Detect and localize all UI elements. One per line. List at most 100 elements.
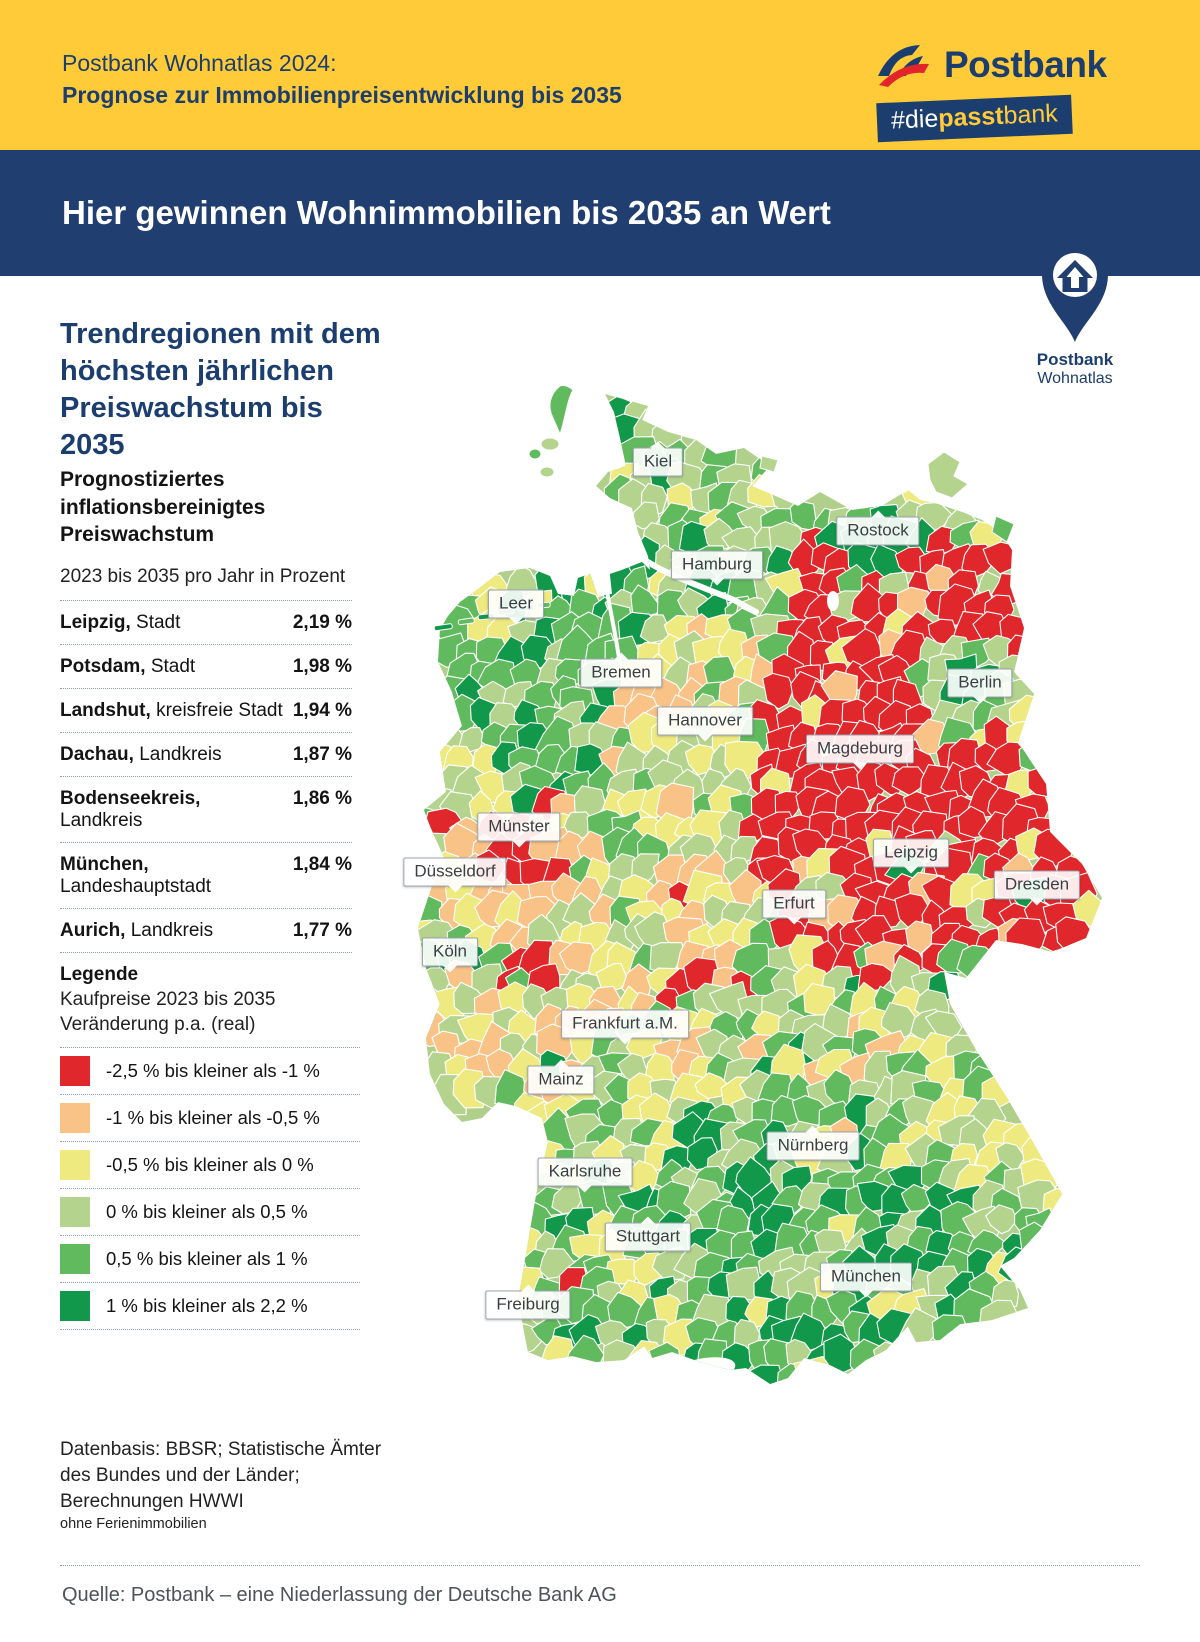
ranking-row: München, Landeshauptstadt 1,84 %: [60, 842, 352, 908]
postbank-logo: Postbank: [876, 42, 1107, 88]
map-city-label-m-nchen: München: [820, 1262, 912, 1298]
district-cell: [742, 1364, 785, 1384]
map-city-label-leer: Leer: [487, 589, 545, 625]
legend-swatch-darkgreen: [60, 1291, 90, 1322]
hashtag-banner: #diepasstbank: [876, 94, 1073, 143]
legend-subtitle-1: Kaufpreise 2023 bis 2035: [60, 989, 276, 1010]
map-city-label-freiburg: Freiburg: [485, 1284, 571, 1320]
label-pointer: [904, 866, 918, 874]
label-pointer: [859, 1290, 873, 1298]
germany-choropleth-map: Kiel Rostock Hamburg Leer Bremen Berlin Hannov…: [400, 380, 1140, 1480]
map-city-label-karlsruhe: Karlsruhe: [537, 1157, 633, 1193]
map-city-label-mainz: Mainz: [527, 1059, 595, 1095]
legend-swatch-midgreen: [60, 1244, 90, 1275]
label-pointer: [511, 840, 526, 848]
source-line: Quelle: Postbank – eine Niederlassung de…: [62, 1584, 617, 1606]
map-city-label-m-nster: Münster: [477, 812, 561, 848]
map-city-label-magdeburg: Magdeburg: [805, 734, 915, 770]
district-cell: [708, 980, 749, 1020]
legend-row: 0 % bis kleiner als 0,5 %: [60, 1188, 360, 1235]
header-band: Postbank Wohnatlas 2024: Prognose zur Im…: [0, 0, 1200, 150]
footer-divider: [60, 1565, 1140, 1566]
district-cell: [891, 766, 929, 797]
label-pointer: [618, 1037, 632, 1045]
wohnatlas-pin-icon: [1042, 241, 1108, 342]
header-title: Prognose zur Immobilienpreisentwicklung …: [62, 82, 622, 108]
map-city-label-hannover: Hannover: [657, 706, 753, 742]
legend-row: -1 % bis kleiner als -0,5 %: [60, 1094, 360, 1141]
label-pointer: [509, 617, 523, 625]
map-city-label-n-rnberg: Nürnberg: [766, 1125, 860, 1161]
label-pointer: [973, 696, 987, 704]
label-pointer: [650, 441, 665, 449]
map-city-label-d-sseldorf: Düsseldorf: [403, 857, 507, 893]
district-cell: [694, 1072, 730, 1100]
legend-rows: -2,5 % bis kleiner als -1 % -1 % bis kle…: [60, 1047, 360, 1331]
map-city-label-k-ln: Köln: [421, 937, 479, 973]
district-cell: [905, 920, 935, 958]
label-pointer: [852, 762, 867, 770]
wohnatlas-badge-label: Postbank Wohnatlas: [1036, 350, 1114, 387]
map-city-label-erfurt: Erfurt: [762, 889, 826, 925]
legend-row: -2,5 % bis kleiner als -1 %: [60, 1047, 360, 1094]
map-city-label-rostock: Rostock: [836, 510, 920, 546]
legend-swatch-lightgreen: [60, 1197, 90, 1228]
district-cell: [872, 1341, 902, 1376]
data-basis-note: Datenbasis: BBSR; Statistische Ämter des…: [60, 1439, 382, 1513]
postbank-wordmark: Postbank: [944, 44, 1107, 85]
footnote-small: ohne Ferienimmobilien: [60, 1516, 207, 1532]
legend-row: 1 % bis kleiner als 2,2 %: [60, 1282, 360, 1331]
district-cell: [558, 941, 599, 976]
label-pointer: [709, 578, 724, 586]
district-cell: [931, 1314, 969, 1348]
legend-swatch-red: [60, 1056, 90, 1087]
label-pointer: [640, 1216, 655, 1224]
district-cell: [1018, 1221, 1054, 1259]
label-pointer: [614, 652, 628, 660]
page-title: Hier gewinnen Wohnimmobilien bis 2035 an…: [62, 194, 831, 231]
label-pointer: [577, 1185, 592, 1193]
section-title: Trendregionen mit dem höchsten jährliche…: [60, 318, 381, 462]
map-legend: Legende Kaufpreise 2023 bis 2035 Verände…: [60, 964, 360, 1331]
legend-subtitle-2: Veränderung p.a. (real): [60, 1013, 256, 1035]
label-pointer: [553, 1059, 568, 1067]
district-cell: [1018, 738, 1052, 774]
label-pointer: [806, 1125, 820, 1133]
map-city-label-bremen: Bremen: [580, 652, 662, 688]
district-cell: [655, 1180, 692, 1223]
label-pointer: [1029, 898, 1044, 906]
ranking-row: Landshut, kreisfreie Stadt 1,94 %: [60, 688, 352, 732]
legend-heading: Legende: [60, 964, 139, 985]
ranking-row: Leipzig, Stadt 2,19 %: [60, 600, 352, 644]
label-pointer: [787, 917, 801, 925]
map-city-label-hamburg: Hamburg: [671, 550, 763, 586]
ranking-table: Leipzig, Stadt 2,19 % Potsdam, Stadt 1,98 …: [60, 600, 352, 953]
islands: [433, 385, 1015, 632]
district-cell: [769, 476, 804, 512]
legend-swatch-yellow: [60, 1150, 90, 1181]
header-kicker: Postbank Wohnatlas 2024:: [62, 50, 337, 76]
legend-row: -0,5 % bis kleiner als 0 %: [60, 1141, 360, 1188]
legend-swatch-orange: [60, 1103, 90, 1134]
district-cell: [985, 1204, 1018, 1235]
map-city-label-berlin: Berlin: [947, 668, 1013, 704]
district-cell: [595, 962, 628, 992]
postbank-logo-icon: [878, 45, 929, 87]
map-city-label-frankfurt-a-m-: Frankfurt a.M.: [561, 1009, 689, 1045]
unit-note: 2023 bis 2035 pro Jahr in Prozent: [60, 566, 346, 587]
label-pointer: [447, 885, 462, 893]
legend-row: 0,5 % bis kleiner als 1 %: [60, 1235, 360, 1282]
label-pointer: [698, 734, 712, 742]
district-cell: [630, 584, 662, 619]
map-city-label-leipzig: Leipzig: [873, 838, 949, 874]
district-cell: [762, 672, 795, 710]
ranking-row: Potsdam, Stadt 1,98 %: [60, 644, 352, 688]
ranking-row: Aurich, Landkreis 1,77 %: [60, 908, 352, 953]
title-banner: Hier gewinnen Wohnimmobilien bis 2035 an…: [0, 150, 1200, 276]
ranking-row: Bodenseekreis, Landkreis 1,86 %: [60, 776, 352, 842]
label-pointer: [870, 510, 885, 518]
map-city-label-kiel: Kiel: [632, 441, 684, 477]
section-subtitle: Prognostiziertes inflationsbereinigtes P…: [60, 468, 266, 547]
label-pointer: [521, 1284, 535, 1292]
